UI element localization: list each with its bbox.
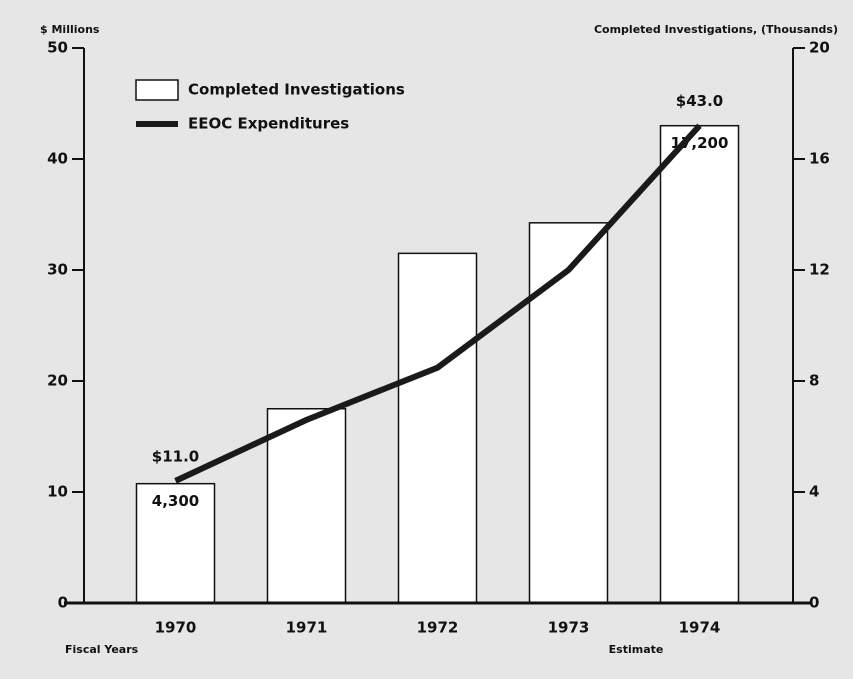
legend-swatch — [135, 79, 179, 101]
y2-tick-label: 20 — [809, 39, 830, 57]
line-value-label: $43.0 — [676, 92, 723, 110]
y-tick-label: 30 — [47, 261, 68, 279]
y-tick-label: 20 — [47, 372, 68, 390]
line — [174, 123, 702, 484]
bar — [266, 408, 347, 604]
y2-tick-label: 0 — [809, 594, 819, 612]
y-tick-label: 0 — [58, 594, 68, 612]
y2-axis-title: Completed Investigations, (Thousands) — [594, 23, 838, 36]
bar-value-label: 4,300 — [152, 492, 199, 510]
x-tick-label: 1972 — [417, 619, 459, 637]
y-tick-label: 50 — [47, 39, 68, 57]
annotation: Estimate — [609, 643, 664, 656]
y-tick-label: 10 — [47, 483, 68, 501]
y2-tick-label: 8 — [809, 372, 819, 390]
x-tick-label: 1970 — [155, 619, 197, 637]
x-tick-label: 1971 — [286, 619, 328, 637]
line-value-label: $11.0 — [152, 447, 199, 465]
x-tick-label: 1973 — [548, 619, 590, 637]
bar — [397, 252, 478, 604]
y-axis-title: $ Millions — [40, 23, 100, 36]
y2-tick-label: 4 — [809, 483, 819, 501]
x-tick-label: 1974 — [679, 619, 721, 637]
y-tick-label: 40 — [47, 150, 68, 168]
bar — [659, 124, 740, 604]
bar — [528, 222, 609, 604]
y2-tick-label: 16 — [809, 150, 830, 168]
legend-label: EEOC Expenditures — [188, 115, 349, 133]
y2-tick-label: 12 — [809, 261, 830, 279]
legend-label: Completed Investigations — [188, 81, 405, 99]
x-axis-title: Fiscal Years — [65, 643, 139, 656]
